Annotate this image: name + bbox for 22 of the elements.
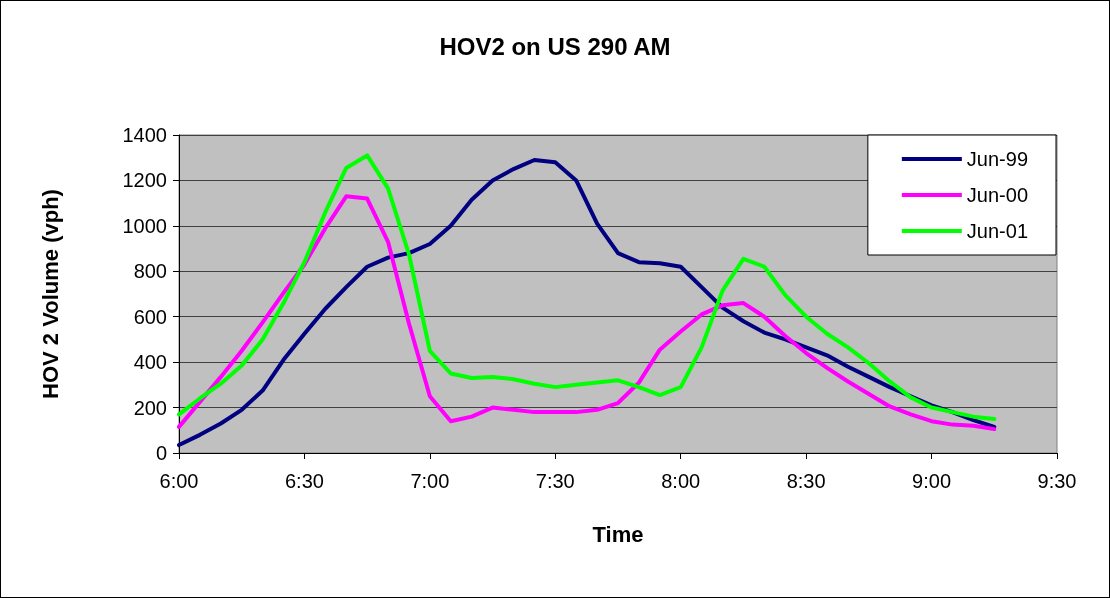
y-tick-label: 600 <box>133 305 167 328</box>
x-tick-label: 6:30 <box>284 470 324 492</box>
x-tick-label: 9:30 <box>1037 470 1077 492</box>
x-tick-label: 8:30 <box>786 470 826 492</box>
chart-title: HOV2 on US 290 AM <box>439 32 671 60</box>
x-tick-label: 8:00 <box>661 470 701 492</box>
y-axis-title: HOV 2 Volume (vph) <box>37 189 63 399</box>
x-tick-label: 7:30 <box>535 470 575 492</box>
y-tick-label: 1000 <box>122 214 167 237</box>
y-tick-label: 1400 <box>122 124 167 146</box>
legend-label: Jun-00 <box>966 184 1028 206</box>
legend-label: Jun-01 <box>966 220 1028 242</box>
y-tick-label: 400 <box>133 351 167 374</box>
x-tick-label: 7:00 <box>410 470 450 492</box>
legend-label: Jun-99 <box>966 148 1028 170</box>
x-tick-label: 6:00 <box>159 470 199 492</box>
x-tick-label: 9:00 <box>912 470 952 492</box>
y-tick-label: 200 <box>133 396 167 419</box>
y-tick-label: 0 <box>155 442 167 464</box>
y-tick-label: 1200 <box>122 169 167 192</box>
y-tick-label: 800 <box>133 260 167 283</box>
x-axis-title: Time <box>592 521 644 547</box>
